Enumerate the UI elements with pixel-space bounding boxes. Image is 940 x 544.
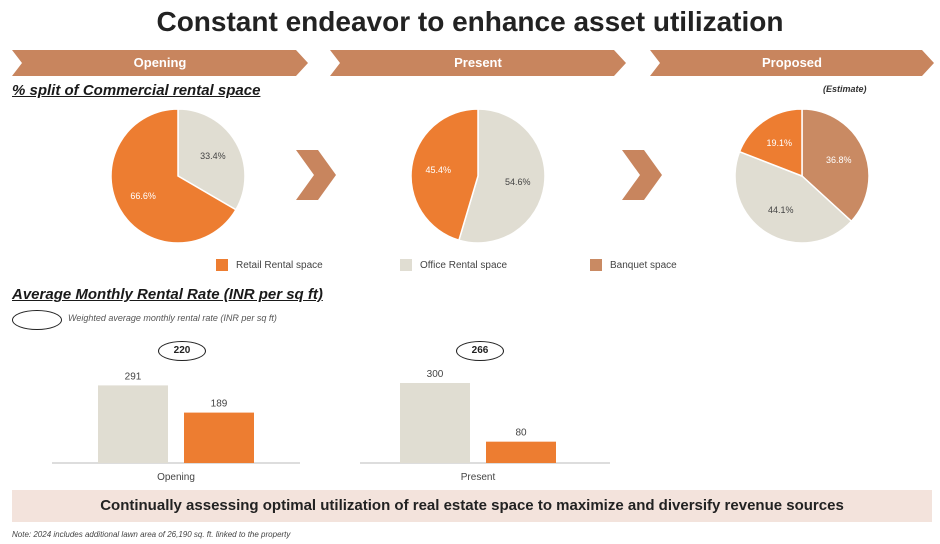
bar-value-label: 189 (211, 399, 228, 410)
legend-item-banquet: Banquet space (590, 259, 677, 271)
pie-slice (801, 108, 870, 223)
pie-slice (410, 108, 479, 242)
summary-banner: Continually assessing optimal utilizatio… (12, 490, 932, 522)
weighted-avg-present: 266 (456, 341, 504, 361)
pie-slice (734, 150, 853, 244)
pie-chart-opening: 33.4% 66.6% (110, 108, 246, 244)
bar (486, 441, 556, 463)
phase-proposed-label: Proposed (762, 55, 822, 70)
pie-slice (110, 108, 237, 244)
phase-opening: Opening (12, 50, 308, 76)
bar-category-label: Opening (157, 472, 195, 483)
bar-chart-rental-rate: 291 189 Opening 300 80 Present (52, 369, 610, 483)
pie-slice (738, 108, 803, 178)
page-title: Constant endeavor to enhance asset utili… (156, 6, 784, 37)
pie-slice-label: 54.6% (505, 177, 531, 187)
legend-label: Retail Rental space (236, 259, 323, 271)
phase-present-label: Present (454, 55, 502, 70)
phase-opening-label: Opening (133, 55, 187, 70)
phase-arrow-shape (12, 50, 308, 76)
legend-item-retail: Retail Rental space (216, 259, 323, 271)
legend-label: Office Rental space (420, 259, 508, 271)
bar (98, 385, 168, 463)
legend-swatch (590, 259, 602, 271)
footnote: Note: 2024 includes additional lawn area… (12, 530, 291, 539)
section-title-rental-split: % split of Commercial rental space (12, 82, 261, 99)
bar-value-label: 80 (515, 428, 527, 439)
legend-item-office: Office Rental space (400, 259, 507, 271)
phase-proposed: Proposed (650, 50, 934, 76)
bar-value-label: 291 (125, 371, 142, 382)
pie-chart-present: 54.6% 45.4% (410, 108, 546, 244)
bar (400, 383, 470, 463)
weighted-avg-legend-label: Weighted average monthly rental rate (IN… (68, 313, 277, 323)
pie-slice-label: 44.1% (768, 205, 794, 215)
pie-slice-label: 36.8% (826, 155, 852, 165)
legend-label: Banquet space (610, 259, 677, 271)
phase-arrow-shape (330, 50, 626, 76)
phase-present: Present (330, 50, 626, 76)
bar-value-label: 300 (427, 369, 444, 380)
section-title-rental-rate: Average Monthly Rental Rate (INR per sq … (12, 286, 323, 303)
bar-category-label: Present (461, 472, 496, 483)
weighted-avg-opening: 220 (158, 341, 206, 361)
pie-chart-proposed: 36.8% 44.1% 19.1% (734, 108, 870, 244)
pie-slice (457, 108, 546, 244)
pie-slice-label: 33.4% (200, 151, 226, 161)
weighted-avg-legend-oval (12, 310, 62, 330)
bar (184, 412, 254, 463)
legend-swatch (400, 259, 412, 271)
estimate-label: (Estimate) (823, 84, 867, 94)
chevron-right-icon (622, 150, 662, 200)
pie-slice-label: 66.6% (130, 191, 156, 201)
pie-slice-label: 45.4% (425, 165, 451, 175)
phase-arrow-shape (650, 50, 934, 76)
pie-slice-label: 19.1% (767, 138, 793, 148)
legend-swatch (216, 259, 228, 271)
pie-slice (177, 108, 246, 211)
chevron-right-icon (296, 150, 336, 200)
